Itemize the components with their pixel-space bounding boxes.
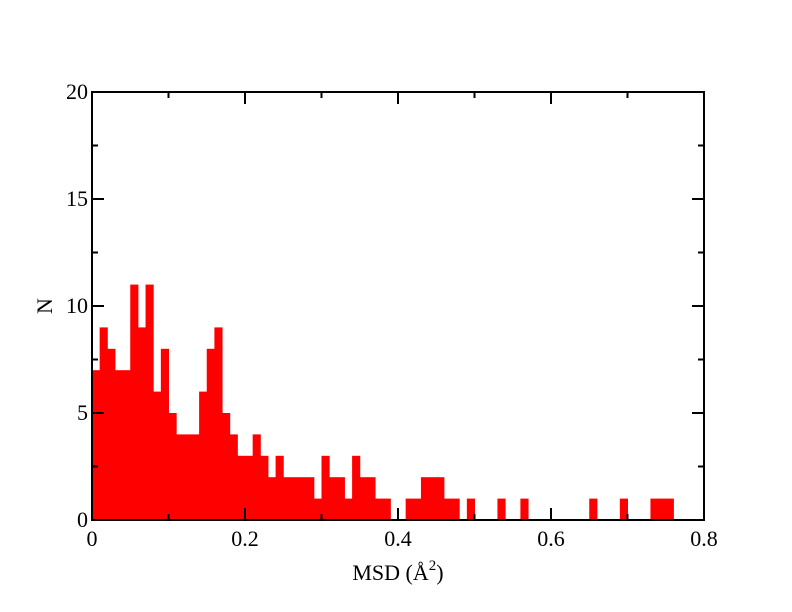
histogram-bar (160, 348, 169, 520)
y-tick-label: 20 (66, 79, 88, 104)
histogram-bar (275, 455, 284, 520)
x-tick-label: 0.6 (537, 526, 565, 551)
histogram-bar (122, 370, 131, 520)
histogram-bars (92, 284, 674, 520)
histogram-bar (352, 455, 361, 520)
histogram-bar (336, 477, 345, 520)
y-tick-label: 15 (66, 186, 88, 211)
histogram-bar (382, 498, 391, 520)
histogram-bar (107, 348, 116, 520)
histogram-bar (344, 498, 353, 520)
histogram-bar (252, 434, 261, 520)
histogram-bar (176, 434, 185, 520)
y-tick-labels: 0 5 10 15 20 (66, 79, 88, 532)
histogram-bar (92, 370, 101, 520)
axis-ticks (91, 91, 705, 521)
histogram-bar (650, 498, 659, 520)
histogram-bar (168, 413, 177, 520)
histogram-bar (589, 498, 598, 520)
histogram-bar (290, 477, 300, 520)
histogram-bar (245, 455, 254, 520)
x-tick-label: 0 (87, 526, 98, 551)
histogram-bar (206, 348, 215, 520)
histogram-bar (145, 284, 154, 520)
histogram-bar (99, 327, 108, 520)
histogram-bar (183, 434, 192, 520)
histogram-bar (321, 455, 330, 520)
histogram-bar (313, 498, 322, 520)
histogram-bar (451, 498, 460, 520)
histogram-bar (497, 498, 506, 520)
histogram-bar (114, 370, 124, 520)
histogram-bar (367, 477, 376, 520)
histogram-bar (306, 477, 315, 520)
x-tick-label: 0.4 (384, 526, 412, 551)
histogram-bar (619, 498, 628, 520)
x-axis-title-superscript: 2 (429, 558, 437, 574)
x-tick-labels: 0 0.2 0.4 0.6 0.8 (87, 526, 718, 551)
histogram-bar (428, 477, 437, 520)
histogram-bar (359, 477, 368, 520)
histogram-bar (222, 413, 231, 520)
histogram-bar (443, 498, 453, 520)
histogram-bar (283, 477, 292, 520)
x-axis-title: MSD (Å2) (352, 558, 443, 585)
histogram-bar (137, 327, 147, 520)
histogram-bar (436, 477, 445, 520)
histogram-bar (466, 498, 475, 520)
histogram-bar (130, 284, 139, 520)
histogram-bar (658, 498, 667, 520)
x-axis-title-main: MSD (Å (352, 560, 429, 585)
histogram-bar (153, 391, 162, 520)
y-axis-title: N (32, 298, 57, 314)
x-axis-title-suffix: ) (436, 560, 443, 585)
histogram-bar (237, 455, 246, 520)
histogram-bar (191, 434, 200, 520)
x-tick-label: 0.2 (231, 526, 259, 551)
x-tick-label: 0.8 (690, 526, 718, 551)
histogram-bar (520, 498, 529, 520)
histogram-bar (375, 498, 384, 520)
histogram-bar (199, 391, 208, 520)
histogram-bar (260, 455, 269, 520)
histogram-bar (229, 434, 238, 520)
histogram-bar (214, 327, 223, 520)
histogram-bar (329, 477, 338, 520)
y-tick-label: 5 (77, 400, 88, 425)
histogram-bar (665, 498, 674, 520)
histogram-bar (405, 498, 414, 520)
histogram-bar (420, 477, 430, 520)
histogram-bar (413, 498, 422, 520)
y-tick-label: 0 (77, 507, 88, 532)
histogram-bar (298, 477, 307, 520)
y-tick-label: 10 (66, 293, 88, 318)
histogram-bar (267, 477, 277, 520)
